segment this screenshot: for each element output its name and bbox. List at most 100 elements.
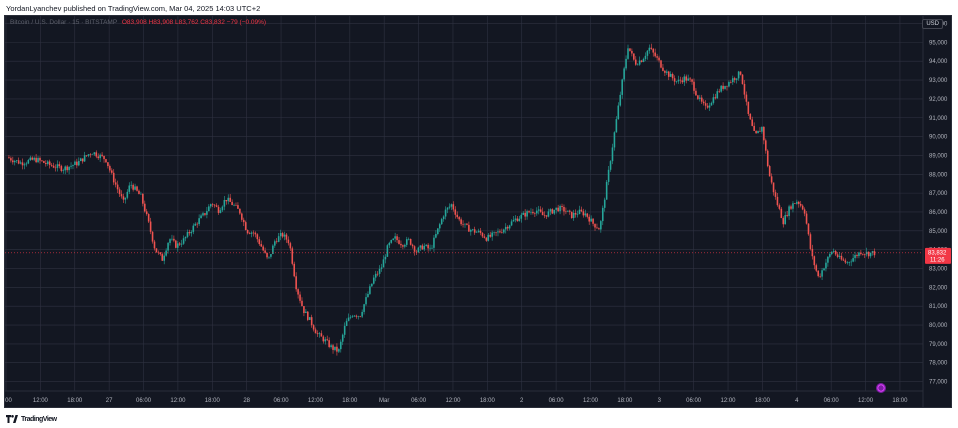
x-tick-label: 12:00 [308,398,324,404]
candle-body [347,317,350,321]
candle-body [677,79,680,82]
price-chart[interactable]: 96,00095,00094,00093,00092,00091,00090,0… [5,16,951,407]
candle-body [402,245,404,247]
candle-body [435,233,437,238]
candle-body [198,218,200,225]
x-tick-label: 2 [520,398,524,404]
candle-body [338,349,340,352]
candle-body [633,53,635,60]
candle-body [588,216,590,222]
candle-body [316,333,319,335]
candle-body [724,85,726,89]
candle-body [823,268,825,271]
candle-body [567,210,569,212]
candle-body [221,206,224,211]
x-tick-label: 3 [658,398,662,404]
x-tick-label: 06:00 [274,398,290,404]
candle-body [295,276,297,290]
candle-body [805,213,808,224]
candle-body [153,241,156,249]
candle-body [475,231,478,233]
candle-body [112,172,115,183]
candle-body [710,102,713,106]
candle-body [79,158,82,162]
candle-body [712,97,715,103]
candle-body [404,244,406,247]
candle-body [856,255,858,257]
chart-panel[interactable]: 96,00095,00094,00093,00092,00091,00090,0… [4,15,952,408]
candle-body [768,166,771,177]
candle-body [359,316,361,317]
candle-body [576,213,579,215]
candle-body [372,277,375,284]
x-tick-label: 18:00 [892,398,908,404]
candle-body [194,223,197,226]
scroll-to-realtime-icon[interactable] [876,383,886,393]
candle-body [565,211,567,213]
candle-body [508,225,511,229]
candle-body [246,230,249,234]
last-price-tag[interactable] [925,247,951,264]
x-tick-label: 12:00 [33,398,49,404]
candle-body [167,242,169,251]
candle-body [60,166,63,171]
candle-body [219,210,222,213]
candle-body [270,253,272,257]
candle-body [217,206,220,213]
candle-body [596,227,598,229]
candle-body [671,73,674,79]
candle-body [324,339,327,342]
candle-body [600,221,602,230]
candle-body [662,67,664,71]
candle-body [817,270,819,277]
candle-body [563,206,565,212]
candle-body [466,223,468,225]
candle-body [778,205,781,209]
candle-body [99,154,101,159]
candle-body [103,155,105,160]
candle-body [640,60,643,62]
candle-body [405,239,408,245]
symbol-name[interactable]: Bitcoin / U.S. Dollar · 15 · BITSTAMP [10,19,118,26]
candle-body [398,240,400,244]
candle-body [592,218,594,224]
candle-body [334,346,336,350]
candle-body [450,204,453,207]
candle-body [858,252,860,257]
currency-badge[interactable]: USD [922,19,943,29]
candle-body [642,58,645,62]
candle-body [487,234,490,241]
candle-body [369,286,371,294]
candle-body [471,229,474,230]
candle-body [192,225,195,232]
candle-body [147,214,150,222]
candle-body [163,255,165,261]
candle-body [81,158,84,162]
candle-body [378,268,381,274]
candle-body [774,192,777,197]
candle-body [846,262,849,263]
candle-body [524,212,526,217]
candle-body [93,152,96,155]
candle-body [427,244,429,249]
candle-body [664,70,666,73]
candle-body [766,150,769,167]
candle-body [87,154,90,156]
candle-body [264,250,266,253]
y-tick-label: 82,000 [929,285,948,291]
candle-body [353,315,356,317]
y-tick-label: 93,000 [929,78,948,84]
candle-body [547,211,550,217]
candle-body [299,294,301,301]
candle-body [559,206,561,212]
candle-body [675,81,678,82]
candle-body [557,207,559,212]
candle-body [532,211,534,214]
candle-body [530,211,532,213]
candle-body [788,206,790,217]
candle-body [363,304,365,312]
candle-body [190,231,193,234]
symbol-legend[interactable]: Bitcoin / U.S. Dollar · 15 · BITSTAMP O8… [10,19,266,26]
candle-body [134,186,136,190]
candle-body [74,161,76,166]
